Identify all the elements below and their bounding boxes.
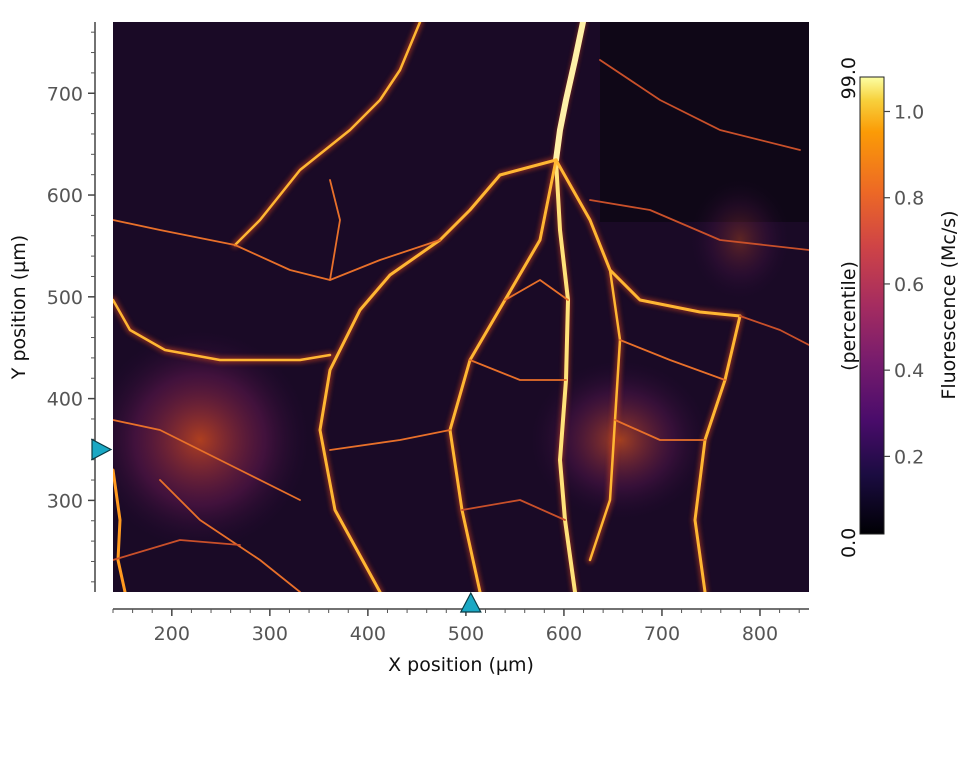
y-tick-label: 600 <box>47 185 83 207</box>
vessel-upper-left <box>233 22 422 247</box>
vessel-left-horizontal <box>113 298 332 362</box>
y-major-ticks: 300 400 500 600 700 <box>47 83 95 512</box>
x-axis-label: X position (µm) <box>388 654 534 676</box>
vessel-branch-b <box>329 179 341 281</box>
x-tick-label: 700 <box>644 623 680 645</box>
vessel-branch-m <box>113 539 241 561</box>
vessel-branch-c <box>329 429 451 451</box>
vessel-branch-n <box>461 499 566 521</box>
x-minor-ticks <box>112 609 800 613</box>
y-tick-label: 500 <box>47 287 83 309</box>
x-tick-label: 200 <box>154 623 190 645</box>
vessel-main-trunk-top <box>553 22 586 163</box>
vessel-branch-l <box>159 479 301 592</box>
y-tick-label: 400 <box>47 389 83 411</box>
x-major-ticks: 200 300 400 500 600 700 800 <box>154 609 778 645</box>
vessel-branch-k <box>113 419 301 501</box>
y-axis: 300 400 500 600 700 Y position (µm) <box>8 22 96 592</box>
vessel-left-edge <box>113 468 127 592</box>
heatmap-glow-left <box>113 330 310 550</box>
heatmap-glow-right <box>530 360 710 520</box>
vessel-branch-i <box>589 199 809 251</box>
x-axis: 200 300 400 500 600 700 800 X position (µm) <box>112 608 809 676</box>
vessel-right-branch <box>554 158 742 318</box>
y-position-marker-icon[interactable] <box>91 438 113 461</box>
colorbar-tick-label: 0.2 <box>894 446 924 468</box>
colorbar-ticks: 0.2 0.4 0.6 0.8 1.0 <box>884 101 924 468</box>
heatmap-image <box>113 22 809 592</box>
vessel-branch-e <box>504 279 569 301</box>
vessel-left-long <box>318 158 558 592</box>
vessel-branch-g <box>614 419 706 441</box>
vessel-branch-a <box>113 219 441 281</box>
x-tick-label: 500 <box>448 623 484 645</box>
x-position-marker-icon[interactable] <box>459 591 482 613</box>
vessel-branch-f <box>619 339 726 381</box>
vessel-branch-j <box>739 315 809 346</box>
colorbar-tick-label: 0.6 <box>894 274 924 296</box>
x-tick-label: 600 <box>546 623 582 645</box>
colorbar-tick-label: 0.4 <box>894 360 924 382</box>
y-tick-label: 700 <box>47 83 83 105</box>
colorbar: 0.2 0.4 0.6 0.8 1.0 Fluorescence (Mc/s) (per… <box>838 57 960 558</box>
vessel-branch-h <box>599 59 801 151</box>
vessel-network <box>113 22 809 592</box>
colorbar-percentile-label: (percentile) <box>838 261 860 371</box>
colorbar-tick-label: 1.0 <box>894 101 924 123</box>
colorbar-percentile-max: 99.0 <box>838 57 860 99</box>
colorbar-gradient <box>859 76 885 535</box>
x-tick-label: 800 <box>742 623 778 645</box>
heatmap-glow-upper-right <box>690 180 790 300</box>
x-tick-label: 400 <box>350 623 386 645</box>
colorbar-title: Fluorescence (Mc/s) <box>938 210 960 399</box>
y-tick-label: 300 <box>47 490 83 512</box>
x-tick-label: 300 <box>252 623 288 645</box>
vessel-branch-d <box>469 359 567 381</box>
y-axis-label: Y position (µm) <box>8 235 30 380</box>
colorbar-percentile-min: 0.0 <box>838 528 860 558</box>
colorbar-tick-label: 0.8 <box>894 188 924 210</box>
